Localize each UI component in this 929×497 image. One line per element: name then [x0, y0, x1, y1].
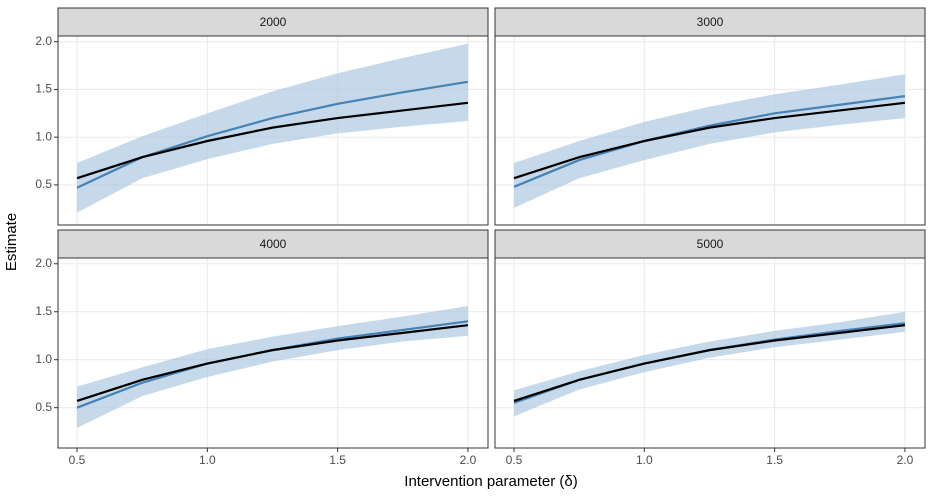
- strip-label: 3000: [697, 15, 724, 29]
- strip: [57, 229, 489, 259]
- x-axis-title: Intervention parameter (δ): [404, 473, 577, 490]
- x-tick-label: 1.5: [766, 453, 783, 467]
- strip: [57, 7, 489, 37]
- x-tick-label: 2.0: [460, 453, 477, 467]
- x-tick-label: 2.0: [897, 453, 914, 467]
- x-tick-label: 0.5: [506, 453, 523, 467]
- x-tick-label: 1.0: [636, 453, 653, 467]
- series-line: [76, 324, 469, 403]
- confidence-band: [514, 74, 905, 208]
- y-tick-label: 2.0: [35, 256, 52, 270]
- series-line: [513, 95, 906, 188]
- x-tick-label: 1.0: [199, 453, 216, 467]
- strip: [494, 229, 926, 259]
- y-tick-label: 0.5: [35, 177, 52, 191]
- y-tick-label: 1.5: [35, 304, 52, 318]
- y-tick-label: 0.5: [35, 400, 52, 414]
- x-tick-label: 1.5: [329, 453, 346, 467]
- series-line: [513, 101, 906, 180]
- series-line: [513, 324, 906, 403]
- strip-label: 2000: [260, 15, 287, 29]
- y-tick-label: 2.0: [35, 34, 52, 48]
- strip-label: 5000: [697, 237, 724, 251]
- strip: [494, 7, 926, 37]
- y-axis-title: Estimate: [3, 213, 20, 271]
- y-tick-label: 1.0: [35, 129, 52, 143]
- x-tick-label: 0.5: [69, 453, 86, 467]
- series-line: [76, 101, 469, 180]
- y-tick-label: 1.5: [35, 82, 52, 96]
- confidence-band: [514, 311, 905, 417]
- strip-label: 4000: [260, 237, 287, 251]
- y-tick-label: 1.0: [35, 352, 52, 366]
